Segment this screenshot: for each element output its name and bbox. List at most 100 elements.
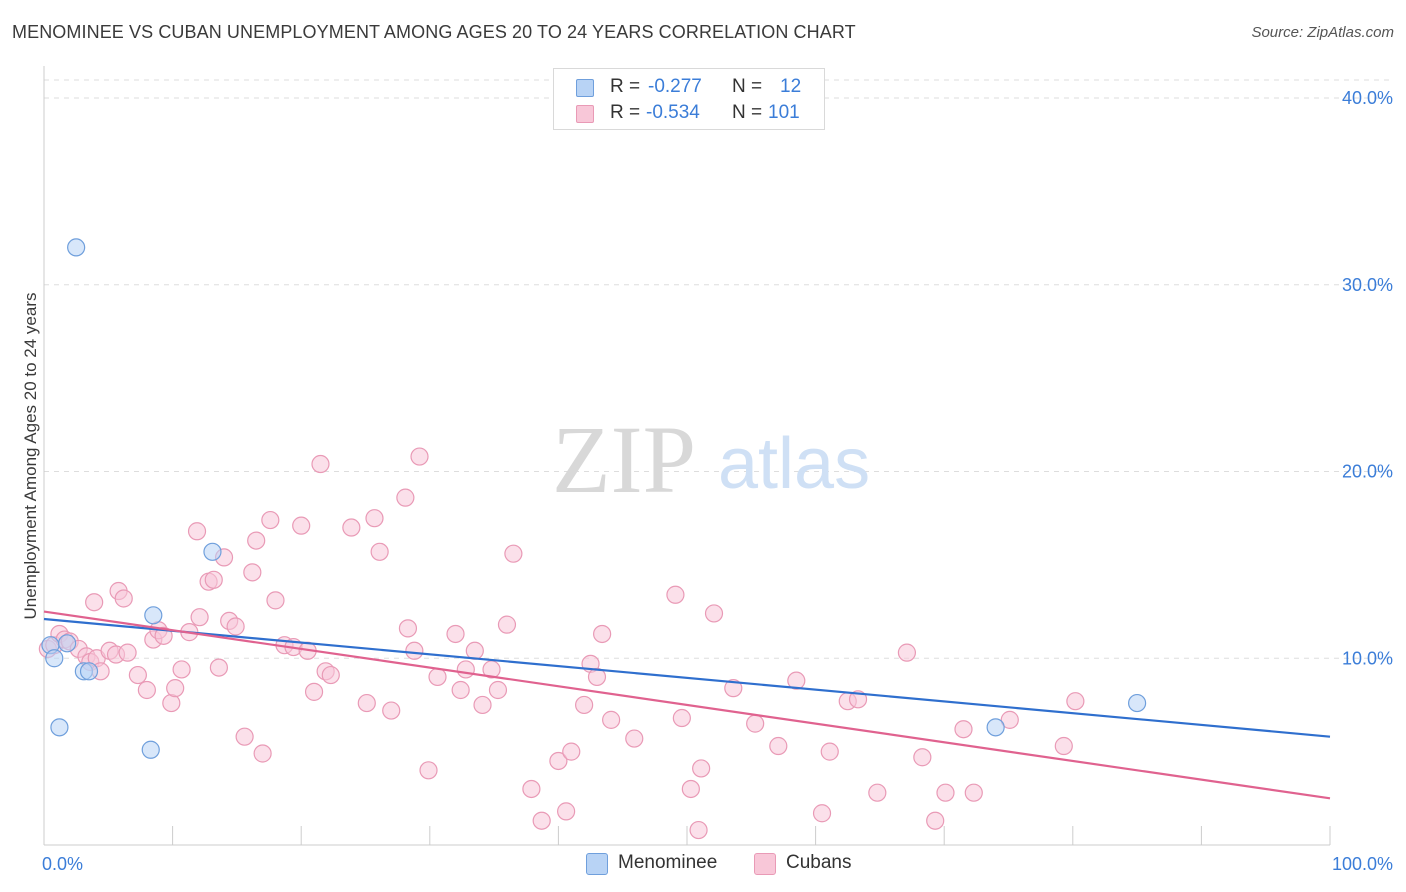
menominee-point (1127, 693, 1147, 713)
y-tick-label: 30.0% (1342, 275, 1393, 295)
y-tick-label: 20.0% (1342, 462, 1393, 482)
cubans-point (769, 736, 788, 756)
source-credit: Source: ZipAtlas.com (1251, 24, 1394, 41)
menominee-trendline (43, 617, 1331, 738)
cubans-point (357, 693, 376, 713)
legend-n-label: N = (732, 76, 763, 97)
cubans-point (235, 727, 254, 746)
cubans-point (398, 619, 418, 638)
chart-title: MENOMINEE VS CUBAN UNEMPLOYMENT AMONG AG… (12, 22, 856, 42)
menominee-points (41, 238, 1147, 759)
cubans-point (625, 729, 644, 748)
cubans-point (522, 779, 541, 799)
cubans-point (154, 626, 173, 645)
cubans-point (396, 488, 415, 507)
cubans-point (137, 680, 156, 700)
cubans-point (190, 608, 209, 627)
cubans-point (370, 542, 389, 561)
cubans-point (365, 509, 384, 528)
legend-n-value: 101 (768, 102, 800, 123)
cubans-point (451, 680, 470, 700)
cubans-point (913, 748, 932, 767)
legend-n-value: 12 (780, 76, 802, 97)
menominee-point (141, 740, 160, 759)
cubans-point (209, 658, 228, 677)
cubans-point (672, 708, 691, 728)
cubans-point (311, 454, 330, 474)
y-tick-label: 10.0% (1342, 648, 1393, 668)
cubans-point (897, 643, 917, 662)
y-tick-label: 40.0% (1342, 88, 1393, 108)
cubans-point (692, 759, 711, 778)
cubans-point (243, 563, 262, 582)
cubans-point (689, 820, 708, 840)
cubans-point (204, 570, 223, 589)
cubans-point (473, 695, 492, 715)
cubans-point (321, 665, 340, 685)
tick-labels: 10.0% 20.0% 30.0% 40.0% 0.0% 100.0% (42, 88, 1393, 874)
legend-r-value: -0.534 (646, 102, 700, 123)
cubans-point (848, 690, 868, 709)
cubans-point (549, 751, 568, 771)
cubans-point (704, 604, 724, 623)
menominee-point (986, 718, 1005, 737)
cubans-point (1066, 692, 1085, 711)
menominee-legend-swatch (586, 853, 608, 875)
cubans-point (304, 682, 324, 701)
cubans-point (746, 714, 765, 733)
cubans-legend-label: Cubans (786, 852, 852, 873)
menominee-point (45, 649, 64, 668)
cubans-point (187, 522, 207, 541)
cubans-point (787, 671, 806, 690)
legend-n-label: N = (732, 102, 763, 123)
cubans-point (820, 742, 839, 761)
menominee-legend-label: Menominee (618, 852, 718, 873)
cubans-point (575, 695, 594, 715)
watermark-zip: ZIP (552, 406, 696, 513)
cubans-point (812, 804, 832, 823)
cubans-point (456, 660, 475, 679)
cubans-point (405, 641, 424, 660)
cubans-point (593, 624, 612, 644)
x-tick-label: 100.0% (1332, 854, 1393, 874)
cubans-point (419, 761, 438, 780)
cubans-point (128, 665, 147, 685)
cubans-point (724, 679, 743, 698)
x-tick-label: 0.0% (42, 854, 83, 874)
watermark-atlas: atlas (718, 424, 870, 504)
cubans-point (261, 510, 280, 530)
cubans-point (114, 589, 133, 608)
trend-lines (43, 610, 1331, 800)
cubans-point (118, 643, 137, 662)
cubans-point (587, 667, 607, 687)
cubans-point (488, 680, 508, 700)
y-axis-title: Unemployment Among Ages 20 to 24 years (21, 293, 40, 620)
cubans-point (428, 667, 447, 687)
cubans-point (266, 591, 285, 610)
menominee-point (50, 718, 69, 737)
menominee-point (67, 238, 86, 257)
cubans-point (410, 447, 429, 466)
cubans-point (666, 585, 685, 604)
menominee-point (203, 542, 222, 561)
cubans-point (166, 679, 185, 698)
legend-r-value: -0.277 (648, 76, 702, 97)
cubans-point (342, 518, 361, 537)
cubans-trendline (43, 610, 1331, 800)
cubans-point (465, 641, 484, 660)
cubans-point (172, 660, 191, 679)
menominee-point (144, 606, 163, 625)
menominee-point (58, 634, 77, 653)
menominee-swatch (576, 79, 594, 97)
cubans-point (964, 783, 983, 802)
cubans-point (1000, 710, 1019, 729)
cubans-legend-swatch (754, 853, 776, 875)
correlation-legend: R = -0.277 N = 12 R = -0.534 N = 101 (553, 68, 825, 130)
watermark: ZIP atlas (552, 406, 870, 513)
cubans-point (382, 701, 401, 720)
cubans-swatch (576, 105, 594, 123)
cubans-point (1054, 736, 1073, 756)
cubans-point (504, 544, 523, 563)
cubans-point (162, 693, 181, 713)
